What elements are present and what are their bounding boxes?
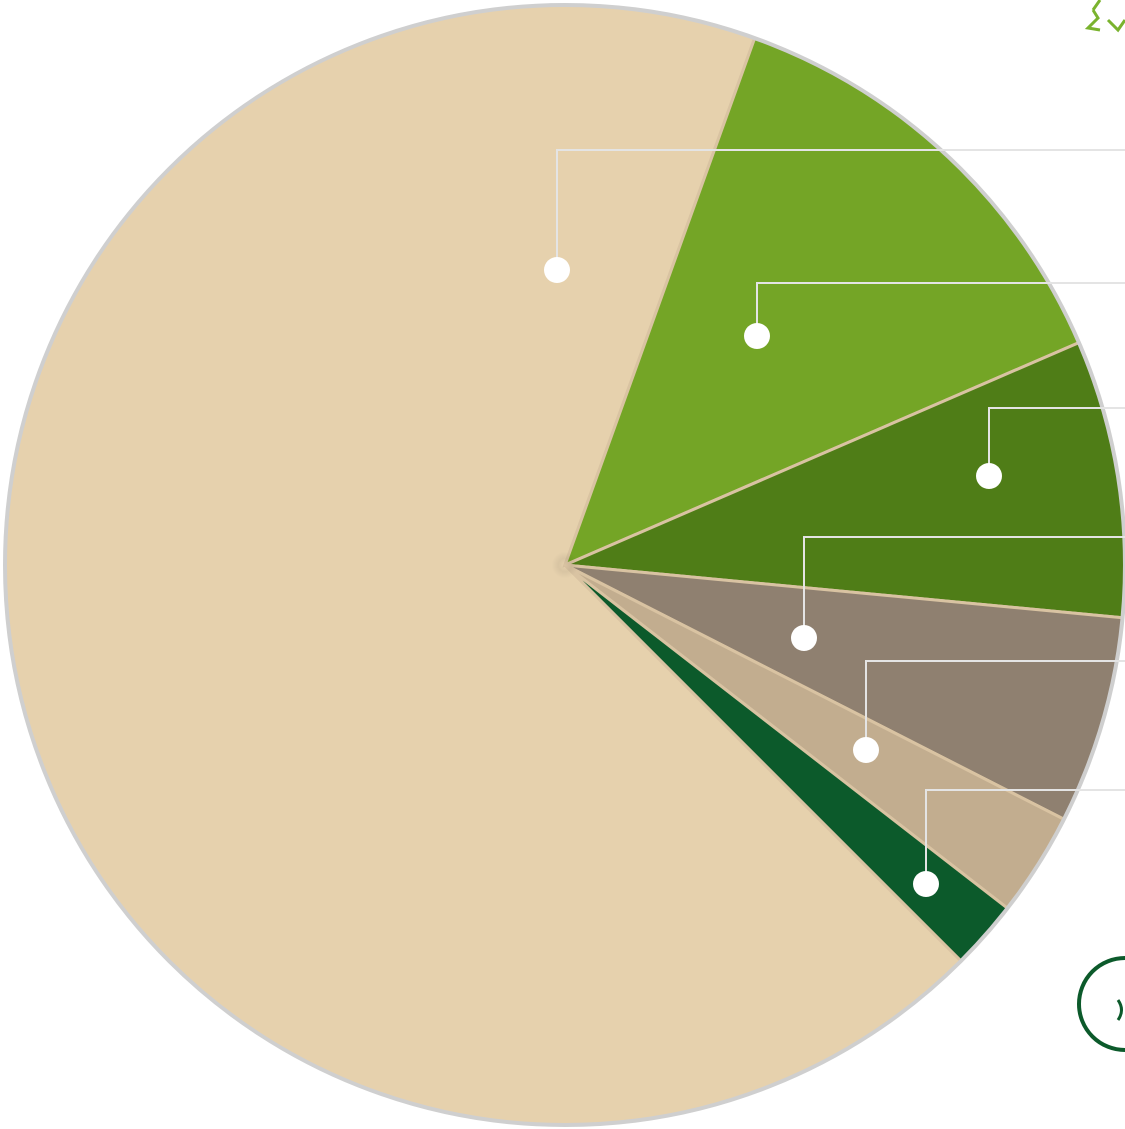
leader-dot [976,463,1002,489]
pie-border [3,3,1125,1127]
icon-partial [1084,0,1125,33]
icon-partial [1116,999,1123,1021]
leader-line [988,407,1125,476]
icon-partial [1077,956,1125,1052]
leader-line [865,660,1125,750]
callouts [544,149,1125,897]
leader-dot [913,871,939,897]
leader-line [803,536,1125,638]
leader-line [756,282,1125,336]
leader-dot [853,737,879,763]
leader-line [925,789,1125,884]
wood-texture [5,5,1125,1125]
leader-line [556,149,1125,270]
leader-dot [744,323,770,349]
leader-dot [791,625,817,651]
leader-dot [544,257,570,283]
